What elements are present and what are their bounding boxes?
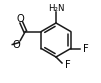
Text: H₂N: H₂N: [48, 4, 64, 13]
Text: O: O: [16, 14, 24, 23]
Text: F: F: [65, 60, 71, 70]
Text: F: F: [83, 43, 88, 54]
Text: O: O: [13, 40, 21, 49]
